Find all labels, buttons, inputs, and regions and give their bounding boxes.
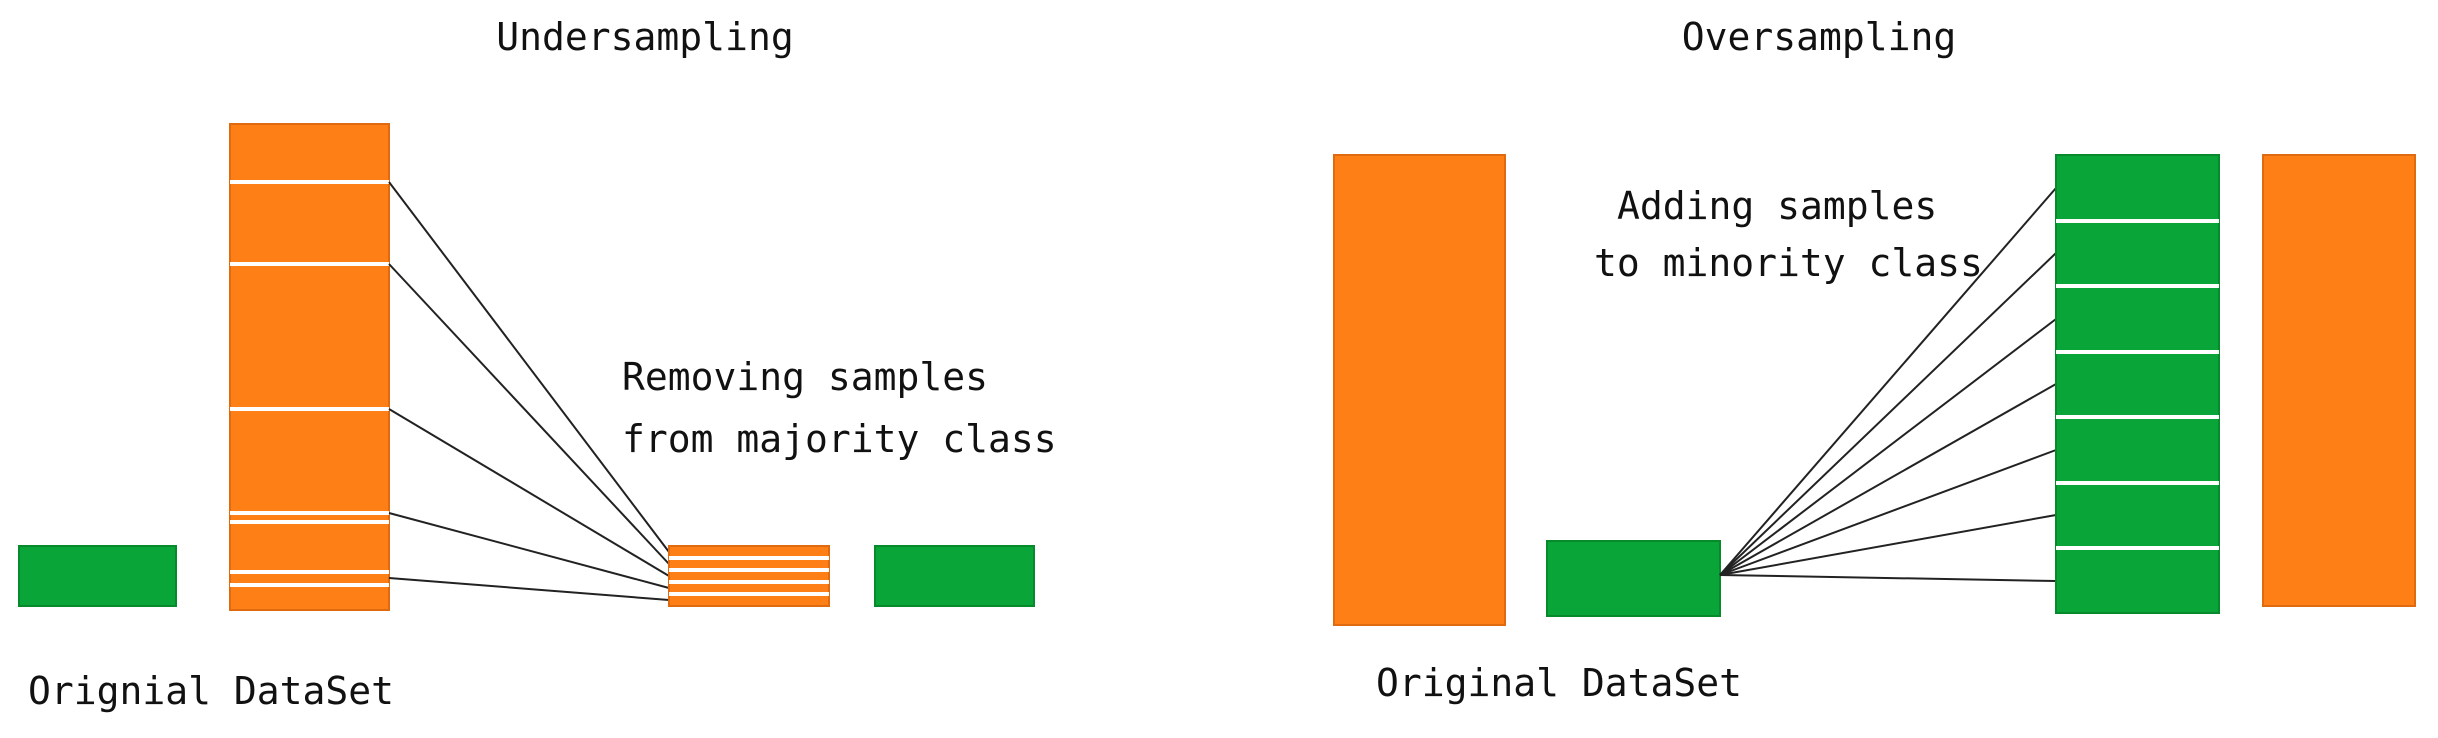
note: Removing samples xyxy=(622,355,988,399)
majority-block xyxy=(1333,154,1506,626)
minority-block xyxy=(1546,540,1721,617)
separators xyxy=(2056,219,2219,550)
minority-block xyxy=(18,545,177,607)
note: to minority class xyxy=(1594,241,1983,285)
oversampled-minority-block xyxy=(2055,154,2220,614)
minority-block xyxy=(874,545,1035,607)
separators xyxy=(230,180,389,587)
links xyxy=(1719,187,2057,582)
caption: Orignial DataSet xyxy=(28,669,394,713)
separators xyxy=(669,556,829,596)
caption: Original DataSet xyxy=(1376,661,1742,705)
undersampling-panel: Undersampling Removing samples xyxy=(18,15,1057,713)
note: Adding samples xyxy=(1617,184,1937,228)
links xyxy=(388,181,670,601)
oversampling-panel: Oversampling Adding samples to minority … xyxy=(1333,15,2416,705)
panel-title: Oversampling xyxy=(1682,15,1957,59)
majority-block xyxy=(229,123,390,611)
reduced-majority-block xyxy=(668,545,830,607)
majority-block xyxy=(2262,154,2416,607)
note: from majority class xyxy=(622,417,1057,461)
panel-title: Undersampling xyxy=(496,15,793,59)
